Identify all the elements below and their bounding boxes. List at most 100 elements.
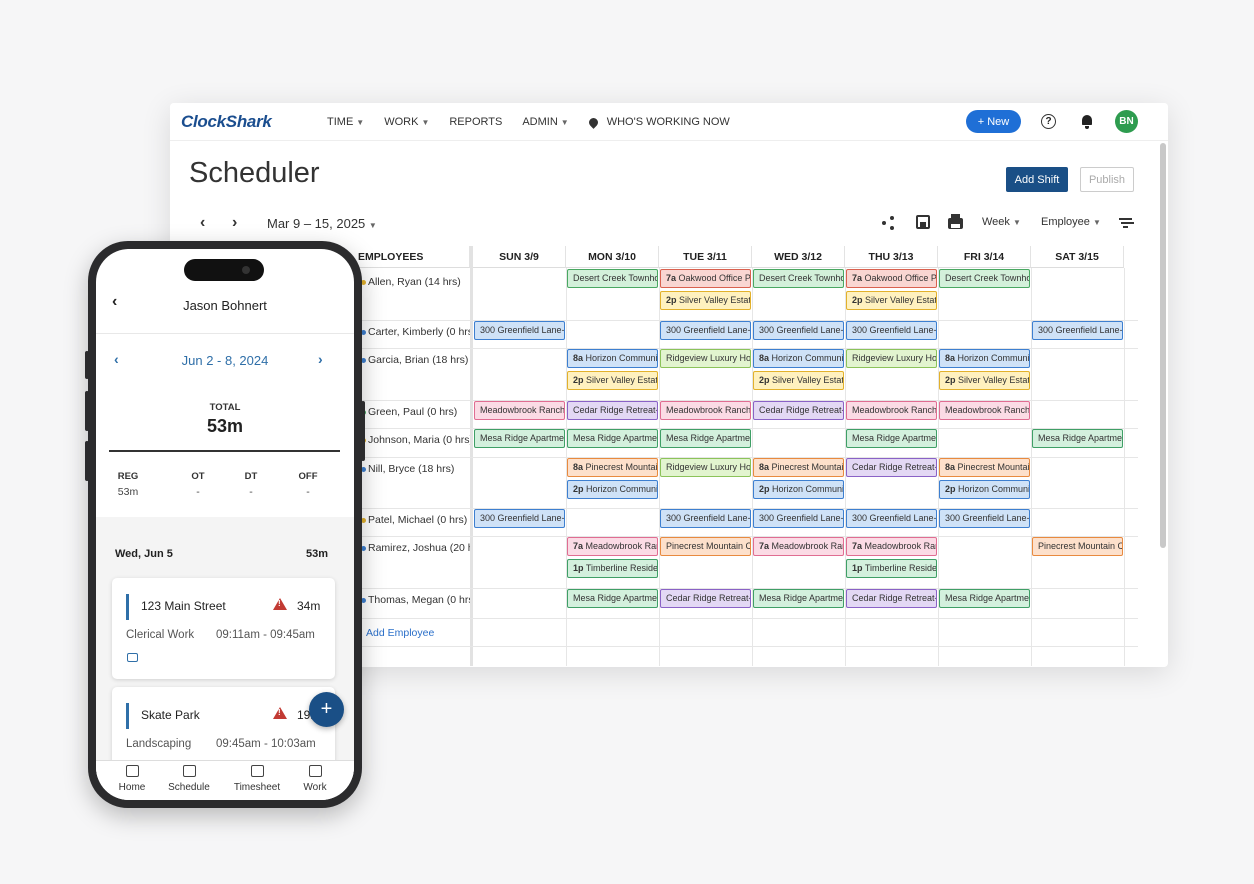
date-range-select[interactable]: Mar 9 – 15, 2025 ▼ <box>267 216 377 231</box>
next-week-icon[interactable]: › <box>318 351 323 367</box>
shift-block[interactable]: 2p Silver Valley Estates <box>846 291 937 310</box>
add-entry-button[interactable]: + <box>309 692 344 727</box>
employee-name[interactable]: Carter, Kimberly (0 hrs) <box>358 326 470 338</box>
nav-admin[interactable]: ADMIN ▼ <box>522 116 568 128</box>
scrollbar[interactable] <box>1160 143 1166 548</box>
time-entry-card[interactable]: 123 Main Street 34m Clerical Work 09:11a… <box>112 578 335 679</box>
shift-block[interactable]: Meadowbrook Ranch <box>846 401 937 420</box>
nav-time[interactable]: TIME ▼ <box>327 116 364 128</box>
shift-block[interactable]: 300 Greenfield Lane-3 <box>939 509 1030 528</box>
shift-block[interactable]: 300 Greenfield Lane-3 <box>474 321 565 340</box>
shift-block[interactable]: 8a Pinecrest Mountain <box>753 458 844 477</box>
shift-block[interactable]: Mesa Ridge Apartments <box>567 589 658 608</box>
shift-block[interactable]: 7a Meadowbrook Ranch <box>753 537 844 556</box>
shift-block[interactable]: Ridgeview Luxury Homes <box>660 458 751 477</box>
shift-block[interactable]: Cedar Ridge Retreat- <box>846 458 937 477</box>
shift-block[interactable]: 2p Horizon Community <box>939 480 1030 499</box>
shift-block[interactable]: Desert Creek Townhomes <box>567 269 658 288</box>
shift-block[interactable]: 300 Greenfield Lane-3 <box>474 509 565 528</box>
shift-block[interactable]: Ridgeview Luxury Homes <box>846 349 937 368</box>
shift-block[interactable]: Mesa Ridge Apartments <box>939 589 1030 608</box>
shift-block[interactable]: 1p Timberline Residences <box>567 559 658 578</box>
tab-schedule[interactable]: Schedule <box>159 765 219 793</box>
tab-timesheet[interactable]: Timesheet <box>227 765 287 793</box>
shift-block[interactable]: Meadowbrook Ranch <box>939 401 1030 420</box>
clockshark-logo[interactable]: ClockShark <box>181 112 272 131</box>
shift-block[interactable]: 8a Horizon Community <box>567 349 658 368</box>
nav-whos-working[interactable]: WHO'S WORKING NOW <box>586 115 730 129</box>
shift-block[interactable]: 8a Pinecrest Mountain <box>567 458 658 477</box>
shift-block[interactable]: Mesa Ridge Apartments <box>846 429 937 448</box>
shift-block[interactable]: Desert Creek Townhomes <box>753 269 844 288</box>
employee-name[interactable]: Garcia, Brian (18 hrs) <box>358 354 470 366</box>
shift-block[interactable]: Desert Creek Townhomes <box>939 269 1030 288</box>
shift-block[interactable]: 7a Oakwood Office Park <box>846 269 937 288</box>
shift-block[interactable]: Pinecrest Mountain Cabins <box>1032 537 1123 556</box>
shift-block[interactable]: Mesa Ridge Apartments <box>753 589 844 608</box>
shift-block[interactable]: 2p Horizon Community <box>753 480 844 499</box>
shift-block[interactable]: 2p Silver Valley Estates <box>753 371 844 390</box>
nav-work[interactable]: WORK ▼ <box>384 116 429 128</box>
employee-name[interactable]: Ramirez, Joshua (20 hrs) <box>358 542 470 554</box>
tab-home[interactable]: Home <box>102 765 162 793</box>
calendar-icon[interactable] <box>916 215 930 229</box>
employee-name[interactable]: Nill, Bryce (18 hrs) <box>358 463 470 475</box>
add-employee-link[interactable]: Add Employee <box>366 627 435 639</box>
prev-week-icon[interactable]: ‹ <box>114 351 119 367</box>
view-select[interactable]: Week ▼ <box>982 216 1021 228</box>
filter-icon[interactable] <box>1119 218 1132 220</box>
shift-block[interactable]: Ridgeview Luxury Homes <box>660 349 751 368</box>
shift-block[interactable]: 2p Silver Valley Estates <box>939 371 1030 390</box>
shift-block[interactable]: 2p Horizon Community <box>567 480 658 499</box>
shift-block[interactable]: 8a Horizon Community <box>939 349 1030 368</box>
shift-block[interactable]: 7a Meadowbrook Ranch <box>846 537 937 556</box>
next-week-icon[interactable]: › <box>232 214 238 231</box>
share-icon[interactable] <box>881 215 897 231</box>
nav-reports[interactable]: REPORTS <box>449 116 502 128</box>
shift-block[interactable]: Cedar Ridge Retreat- <box>846 589 937 608</box>
shift-block[interactable]: 300 Greenfield Lane-3 <box>1032 321 1123 340</box>
shift-block[interactable]: 7a Meadowbrook Ranch <box>567 537 658 556</box>
employee-name[interactable]: Green, Paul (0 hrs) <box>358 406 470 418</box>
shift-block[interactable]: 300 Greenfield Lane-3 <box>753 321 844 340</box>
employee-name[interactable]: Johnson, Maria (0 hrs) <box>358 434 470 446</box>
shift-block[interactable]: Meadowbrook Ranch <box>474 401 565 420</box>
shift-block[interactable]: 300 Greenfield Lane-3 <box>846 509 937 528</box>
shift-block[interactable]: Cedar Ridge Retreat- <box>567 401 658 420</box>
shift-block[interactable]: 7a Oakwood Office Park <box>660 269 751 288</box>
employee-name[interactable]: Thomas, Megan (0 hrs) <box>358 594 470 606</box>
avatar[interactable]: BN <box>1115 110 1138 133</box>
shift-block[interactable]: Mesa Ridge Apartments <box>567 429 658 448</box>
shift-block[interactable]: Mesa Ridge Apartments <box>474 429 565 448</box>
shift-block[interactable]: 2p Silver Valley Estates <box>660 291 751 310</box>
shift-block[interactable]: 2p Silver Valley Estates <box>567 371 658 390</box>
employee-name[interactable]: Allen, Ryan (14 hrs) <box>358 276 470 288</box>
shift-block[interactable]: 1p Timberline Residences <box>846 559 937 578</box>
shift-block[interactable]: Mesa Ridge Apartments <box>660 429 751 448</box>
publish-button[interactable]: Publish <box>1080 167 1134 192</box>
shift-block[interactable]: 8a Horizon Community <box>753 349 844 368</box>
add-shift-button[interactable]: Add Shift <box>1006 167 1068 192</box>
prev-week-icon[interactable]: ‹ <box>200 214 206 231</box>
new-button[interactable]: + New <box>966 110 1021 133</box>
help-icon[interactable]: ? <box>1041 114 1056 129</box>
shift-block[interactable]: 300 Greenfield Lane-3 <box>846 321 937 340</box>
shift-block[interactable]: Mesa Ridge Apartments <box>1032 429 1123 448</box>
shift-block[interactable]: 8a Pinecrest Mountain <box>939 458 1030 477</box>
comment-icon[interactable] <box>127 653 138 662</box>
shift-block[interactable]: 300 Greenfield Lane-3 <box>660 321 751 340</box>
shift-block[interactable]: Cedar Ridge Retreat- <box>753 401 844 420</box>
tab-work[interactable]: Work <box>285 765 345 793</box>
shift-block[interactable]: Pinecrest Mountain Cabins <box>660 537 751 556</box>
bell-icon[interactable] <box>1080 113 1094 129</box>
shift-block[interactable]: 300 Greenfield Lane-3 <box>753 509 844 528</box>
print-icon[interactable] <box>948 214 963 229</box>
employee-name[interactable]: Patel, Michael (0 hrs) <box>358 514 470 526</box>
shift-block[interactable]: Cedar Ridge Retreat- <box>660 589 751 608</box>
shift-block[interactable]: Meadowbrook Ranch <box>660 401 751 420</box>
back-icon[interactable]: ‹ <box>112 293 118 310</box>
stat-value: - <box>196 486 200 498</box>
group-select[interactable]: Employee ▼ <box>1041 216 1101 228</box>
shift-block[interactable]: 300 Greenfield Lane-3 <box>660 509 751 528</box>
week-range[interactable]: Jun 2 - 8, 2024 <box>181 353 269 368</box>
